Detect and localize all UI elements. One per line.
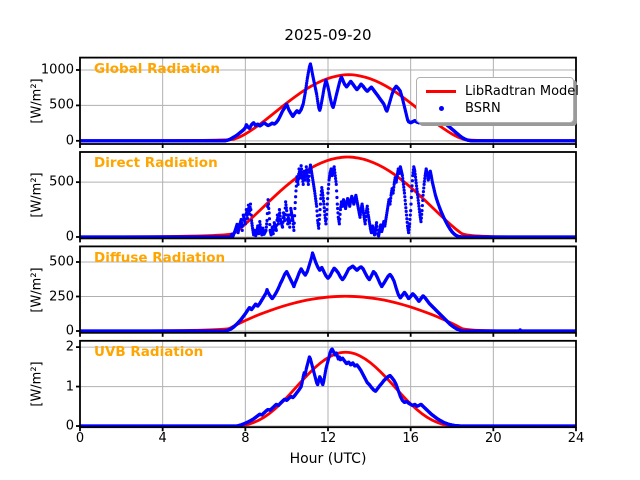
legend-item-bsrn: BSRN — [425, 100, 567, 117]
x-tick-label: 0 — [75, 431, 85, 446]
y-tick-label: 0 — [65, 418, 74, 434]
figure-title: 2025-09-20 — [284, 26, 372, 44]
x-tick-label: 4 — [158, 431, 167, 446]
x-tick-label: 24 — [567, 431, 585, 446]
legend-line-sample — [425, 90, 457, 93]
x-axis-label: Hour (UTC) — [289, 451, 367, 467]
y-tick-label: 0 — [65, 229, 74, 245]
x-tick-label: 8 — [241, 431, 250, 446]
y-tick-label: 0 — [65, 323, 74, 339]
legend-label-bsrn: BSRN — [465, 101, 501, 116]
subplot-label-global: Global Radiation — [94, 61, 220, 77]
y-tick-label: 0 — [65, 133, 74, 149]
legend-dot-sample — [425, 106, 457, 111]
y-tick-label: 1 — [65, 379, 74, 395]
y-tick-label: 250 — [49, 289, 74, 304]
legend: LibRadtran Model BSRN — [416, 77, 579, 123]
x-tick-label: 20 — [485, 431, 502, 446]
subplot-label-diffuse: Diffuse Radiation — [94, 250, 226, 266]
y-tick-label: 1000 — [40, 62, 74, 78]
subplot-label-direct: Direct Radiation — [94, 155, 218, 171]
y-tick-label: 2 — [65, 339, 74, 355]
y-tick-label: 500 — [49, 254, 74, 270]
legend-item-model: LibRadtran Model — [425, 83, 579, 100]
x-tick-label: 16 — [402, 431, 419, 446]
legend-label-model: LibRadtran Model — [465, 84, 579, 99]
subplot-label-uvb: UVB Radiation — [94, 344, 204, 360]
y-tick-label: 500 — [49, 97, 74, 113]
x-tick-label: 12 — [319, 431, 337, 446]
y-tick-label: 500 — [49, 174, 74, 190]
